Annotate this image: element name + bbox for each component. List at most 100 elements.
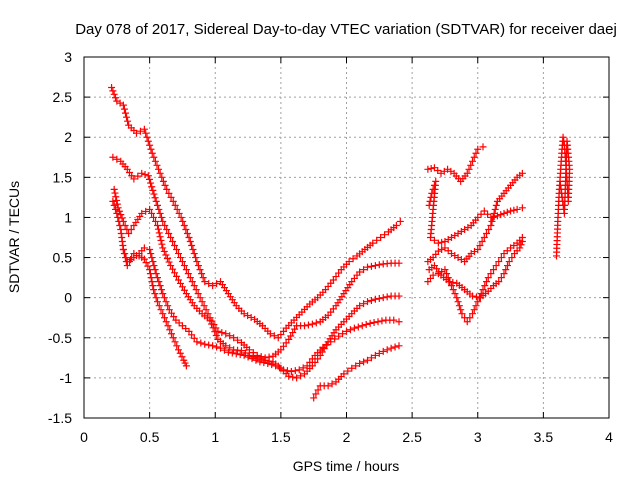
data-point bbox=[141, 171, 149, 179]
data-point bbox=[199, 274, 207, 282]
data-point bbox=[299, 364, 307, 372]
data-point bbox=[154, 274, 161, 282]
data-point bbox=[159, 290, 167, 298]
data-point bbox=[192, 254, 200, 262]
data-point bbox=[345, 258, 353, 266]
data-point bbox=[140, 244, 148, 252]
x-tick-label: 4 bbox=[605, 429, 613, 445]
data-point bbox=[147, 145, 155, 153]
data-point bbox=[130, 250, 138, 258]
data-point bbox=[238, 347, 245, 355]
data-point bbox=[327, 338, 335, 346]
data-point bbox=[310, 394, 318, 402]
data-point bbox=[228, 349, 236, 357]
data-points bbox=[108, 83, 574, 402]
data-point bbox=[349, 255, 357, 263]
data-point bbox=[387, 344, 395, 352]
x-tick-label: 3 bbox=[474, 429, 482, 445]
data-point bbox=[463, 169, 471, 177]
data-point bbox=[110, 185, 118, 193]
series-arc-5 bbox=[119, 246, 190, 370]
data-point bbox=[109, 197, 117, 205]
data-point bbox=[208, 320, 216, 328]
data-point bbox=[175, 250, 182, 258]
data-point bbox=[118, 214, 126, 222]
data-point bbox=[157, 213, 165, 221]
y-tick-label: 3 bbox=[64, 49, 72, 65]
data-point bbox=[497, 254, 505, 262]
data-point bbox=[194, 262, 202, 270]
data-point bbox=[151, 194, 159, 202]
data-point bbox=[124, 117, 132, 125]
data-point bbox=[455, 302, 463, 310]
data-point bbox=[157, 306, 165, 314]
data-point bbox=[484, 210, 492, 218]
data-point bbox=[266, 330, 274, 338]
data-point bbox=[178, 258, 186, 266]
data-point bbox=[108, 83, 116, 91]
data-point bbox=[169, 238, 177, 246]
data-point bbox=[173, 205, 181, 213]
data-point bbox=[150, 190, 158, 198]
data-point bbox=[142, 207, 150, 215]
y-tick-label: 0.5 bbox=[53, 250, 73, 266]
data-point bbox=[500, 270, 508, 278]
data-point bbox=[161, 314, 168, 322]
data-point bbox=[260, 359, 268, 367]
data-point bbox=[173, 272, 181, 280]
data-point bbox=[295, 366, 303, 374]
data-point bbox=[343, 327, 350, 335]
data-point bbox=[485, 225, 493, 233]
data-point bbox=[505, 258, 513, 266]
y-axis-label: SDTVAR / TECUs bbox=[6, 181, 22, 293]
data-point bbox=[449, 286, 457, 294]
data-point bbox=[340, 370, 348, 378]
data-point bbox=[123, 262, 131, 270]
data-point bbox=[140, 125, 148, 133]
data-point bbox=[196, 266, 204, 274]
data-point bbox=[113, 196, 121, 204]
data-point bbox=[517, 241, 525, 249]
data-point bbox=[209, 324, 217, 332]
data-point bbox=[495, 278, 503, 286]
data-point bbox=[472, 149, 480, 157]
data-point bbox=[396, 217, 404, 225]
data-point bbox=[177, 213, 185, 221]
data-point bbox=[205, 341, 213, 349]
data-point bbox=[362, 321, 370, 329]
data-point bbox=[149, 282, 157, 290]
data-point bbox=[180, 262, 188, 270]
data-point bbox=[474, 298, 482, 306]
data-point bbox=[218, 329, 226, 337]
data-point bbox=[492, 262, 500, 270]
data-point bbox=[148, 278, 156, 286]
data-point bbox=[500, 209, 508, 217]
data-point bbox=[559, 133, 567, 141]
data-point bbox=[116, 221, 124, 229]
data-point bbox=[346, 326, 354, 334]
data-point bbox=[488, 217, 496, 225]
data-point bbox=[244, 353, 252, 361]
data-point bbox=[472, 293, 480, 301]
data-point bbox=[209, 342, 217, 350]
data-point bbox=[162, 298, 170, 306]
data-point bbox=[146, 205, 154, 213]
data-point bbox=[120, 250, 128, 258]
data-point bbox=[390, 316, 398, 324]
data-point bbox=[323, 341, 331, 349]
y-tick-label: -1.5 bbox=[48, 410, 72, 426]
data-point bbox=[352, 362, 360, 370]
data-point bbox=[344, 367, 352, 375]
x-tick-label: 0 bbox=[80, 429, 88, 445]
data-point bbox=[150, 262, 158, 270]
data-point bbox=[492, 201, 500, 209]
data-point bbox=[148, 209, 156, 217]
data-point bbox=[147, 250, 155, 258]
data-point bbox=[463, 318, 471, 326]
data-point bbox=[469, 310, 476, 318]
x-tick-label: 1 bbox=[211, 429, 219, 445]
data-point bbox=[272, 362, 280, 370]
data-point bbox=[123, 113, 131, 121]
data-point bbox=[240, 351, 248, 359]
